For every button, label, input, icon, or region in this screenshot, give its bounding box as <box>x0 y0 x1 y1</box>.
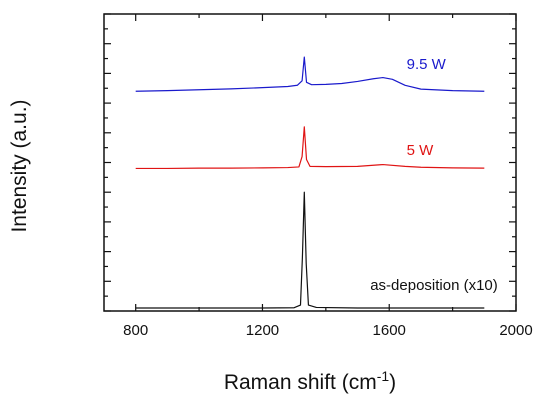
series-label-2: as-deposition (x10) <box>370 277 498 294</box>
series-line-2 <box>135 191 485 309</box>
x-axis-title-end: ) <box>389 371 396 394</box>
series-layer <box>135 56 485 309</box>
x-axis-title-sup: -1 <box>377 368 390 384</box>
x-axis-title-main: Raman shift (cm <box>224 371 377 394</box>
x-tick-label: 2000 <box>499 322 532 339</box>
series-label-0: 9.5 W <box>407 56 447 73</box>
series-label-1: 5 W <box>407 142 435 159</box>
y-axis-title: Intensity (a.u.) <box>8 99 31 232</box>
plot-frame <box>103 13 517 312</box>
series-line-1 <box>135 126 485 170</box>
series-line-0 <box>135 56 485 92</box>
x-tick-label: 800 <box>123 322 148 339</box>
x-tick-label: 1600 <box>373 322 406 339</box>
axis-ticks: 800 1200 1600 2000 <box>104 13 533 339</box>
labels-layer: 9.5 W 5 W as-deposition (x10) <box>370 56 498 294</box>
x-tick-label: 1200 <box>246 322 279 339</box>
x-axis-title: Raman shift (cm-1) <box>224 368 396 394</box>
